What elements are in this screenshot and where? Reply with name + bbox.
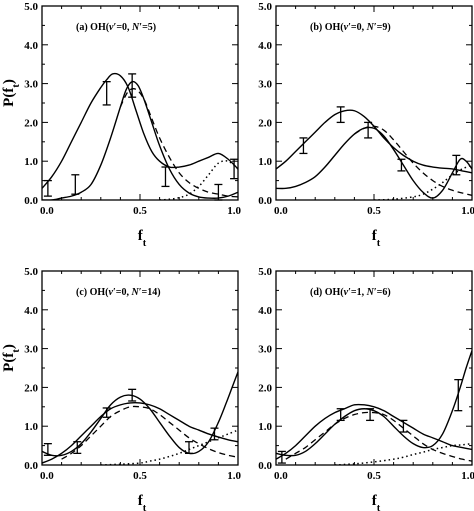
y-tick-label: 3.0	[258, 79, 272, 91]
chart-panel-4: 0.0 1.0 2.0 3.0 4.0 5.0 0.0 0.5 1.0 ft (d) OH(v′=1…	[258, 266, 474, 511]
y-tick-label: 4.0	[258, 40, 272, 52]
y-tick-label: 2.0	[258, 117, 272, 129]
x-tick-label: 1.0	[461, 205, 474, 217]
y-tick-label: 3.0	[258, 344, 272, 356]
error-bar	[454, 378, 463, 412]
error-bar	[161, 166, 170, 188]
error-bar	[102, 81, 111, 106]
plot-frame	[41, 270, 239, 466]
dotted-curve	[159, 160, 238, 200]
y-tick-label: 4.0	[258, 305, 272, 317]
chart-panel-2: 0.0 1.0 2.0 3.0 4.0 5.0 0.0 0.5 1.0 ft (b) OH(v′=0…	[258, 1, 474, 249]
panel-label: (d) OH(v′=1, N′=6)	[310, 287, 391, 298]
y-tick-label: 5.0	[24, 266, 38, 278]
error-bar	[299, 137, 308, 155]
x-tick-label: 0.5	[367, 470, 381, 482]
y-tick-label: 2.0	[24, 382, 38, 394]
dotted-curve	[100, 429, 238, 465]
dashed-curve	[119, 88, 238, 198]
y-tick-label: 1.0	[24, 421, 38, 433]
error-bar	[230, 158, 239, 180]
y-tick-label: 0.0	[258, 195, 272, 207]
error-bar	[364, 121, 373, 139]
plot-frame	[41, 5, 239, 201]
error-bar	[336, 106, 345, 124]
error-bar	[277, 450, 286, 464]
error-bar	[185, 441, 193, 455]
error-bar	[336, 408, 345, 422]
y-tick-label: 0.0	[24, 195, 38, 207]
y-tick-label: 1.0	[258, 421, 272, 433]
x-tick-label: 0.5	[133, 470, 147, 482]
x-tick-label: 0.5	[133, 205, 147, 217]
error-bar	[366, 408, 375, 422]
error-bar	[128, 388, 137, 402]
y-tick-label: 5.0	[258, 1, 272, 13]
solid-curve	[42, 401, 238, 464]
dashed-curve	[354, 125, 472, 196]
y-tick-label: 3.0	[24, 344, 38, 356]
x-tick-label: 0.0	[40, 205, 54, 217]
error-bar	[399, 419, 408, 433]
y-tick-label: 2.0	[24, 117, 38, 129]
x-tick-label: 0.0	[274, 205, 288, 217]
error-bar	[43, 179, 52, 197]
dashed-curve	[285, 411, 472, 462]
y-tick-label: 0.0	[258, 460, 272, 472]
x-axis-label: ft	[372, 228, 381, 249]
solid-curve	[276, 403, 472, 460]
dotted-curve	[334, 442, 472, 465]
error-bar	[452, 154, 461, 176]
x-tick-label: 0.5	[367, 205, 381, 217]
panel-label: (b) OH(v′=0, N′=9)	[310, 22, 391, 33]
x-axis-label: ft	[138, 228, 147, 249]
error-bar	[397, 158, 406, 172]
x-tick-label: 0.0	[40, 470, 54, 482]
panel-label: (c) OH(v′=0, N′=14)	[76, 287, 161, 298]
y-tick-label: 4.0	[24, 305, 38, 317]
panel-label: (a) OH(v′=0, N′=5)	[76, 22, 156, 33]
chart-panel-1: 0.0 1.0 2.0 3.0 4.0 5.0 0.0 0.5 1.0 ft P(ft) (a) OH…	[1, 1, 242, 249]
x-tick-label: 1.0	[461, 470, 474, 482]
solid-curve	[42, 72, 238, 189]
chart-panel-3: 0.0 1.0 2.0 3.0 4.0 5.0 0.0 0.5 1.0 ft P(ft) (c) OH…	[1, 266, 242, 511]
error-bar	[128, 73, 137, 98]
x-tick-label: 1.0	[227, 470, 241, 482]
y-tick-label: 5.0	[24, 1, 38, 13]
solid-curve	[42, 371, 238, 457]
solid-curve	[276, 350, 472, 457]
solid-curve	[276, 126, 472, 199]
dashed-curve	[61, 405, 238, 460]
x-tick-label: 0.0	[274, 470, 288, 482]
y-axis-label: P(ft)	[1, 344, 22, 372]
y-tick-label: 5.0	[258, 266, 272, 278]
error-bar	[71, 174, 80, 195]
y-tick-label: 1.0	[258, 156, 272, 168]
plot-frame	[275, 5, 473, 201]
y-tick-label: 3.0	[24, 79, 38, 91]
x-tick-label: 1.0	[227, 205, 241, 217]
y-axis-label: P(ft)	[1, 79, 22, 107]
x-axis-label: ft	[372, 493, 381, 511]
solid-curve	[276, 109, 472, 174]
y-tick-label: 1.0	[24, 156, 38, 168]
error-bar	[102, 407, 111, 418]
error-bar	[214, 183, 223, 201]
y-tick-label: 2.0	[258, 382, 272, 394]
error-bar	[43, 443, 52, 456]
x-axis-label: ft	[138, 493, 147, 511]
y-tick-label: 4.0	[24, 40, 38, 52]
error-bar	[210, 427, 219, 441]
y-tick-label: 0.0	[24, 460, 38, 472]
error-bar	[73, 441, 82, 455]
